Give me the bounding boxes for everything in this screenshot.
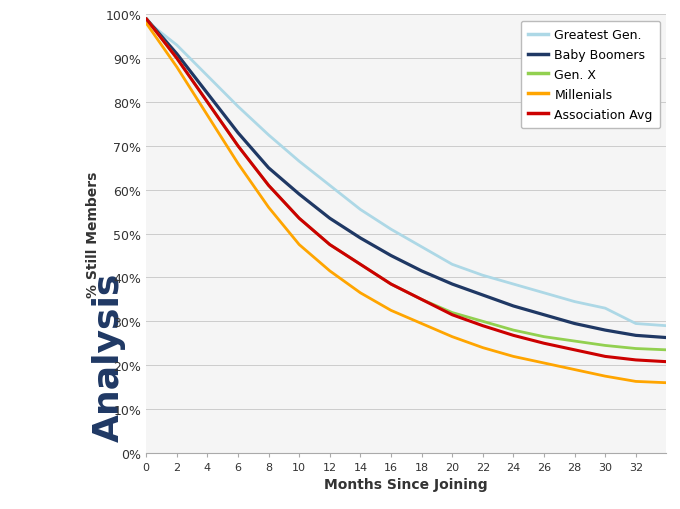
X-axis label: Months Since Joining: Months Since Joining <box>324 477 488 492</box>
Legend: Greatest Gen., Baby Boomers, Gen. X, Millenials, Association Avg: Greatest Gen., Baby Boomers, Gen. X, Mil… <box>520 21 660 129</box>
Text: Analysis: Analysis <box>92 272 126 441</box>
Y-axis label: % Still Members: % Still Members <box>86 171 100 297</box>
Text: Survival: Survival <box>24 130 73 359</box>
